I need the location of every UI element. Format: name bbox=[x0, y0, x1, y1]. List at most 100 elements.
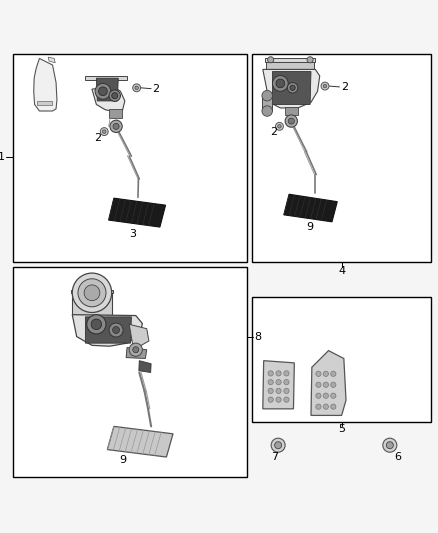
Circle shape bbox=[271, 438, 285, 452]
Polygon shape bbox=[311, 351, 346, 415]
Circle shape bbox=[288, 118, 294, 124]
Polygon shape bbox=[34, 59, 57, 111]
Circle shape bbox=[316, 404, 321, 409]
Polygon shape bbox=[265, 59, 315, 61]
Text: 8: 8 bbox=[254, 332, 261, 342]
Polygon shape bbox=[37, 101, 52, 106]
Circle shape bbox=[284, 397, 289, 402]
Circle shape bbox=[109, 90, 120, 101]
Polygon shape bbox=[72, 293, 112, 314]
Circle shape bbox=[102, 130, 106, 133]
Circle shape bbox=[113, 327, 120, 334]
Polygon shape bbox=[263, 69, 320, 108]
Text: 9: 9 bbox=[307, 222, 314, 232]
Circle shape bbox=[284, 379, 289, 385]
Polygon shape bbox=[85, 76, 127, 80]
Circle shape bbox=[284, 371, 289, 376]
Circle shape bbox=[323, 371, 328, 376]
Circle shape bbox=[331, 404, 336, 409]
Circle shape bbox=[276, 388, 281, 393]
Circle shape bbox=[262, 106, 272, 116]
Circle shape bbox=[331, 393, 336, 398]
Polygon shape bbox=[129, 324, 149, 350]
Circle shape bbox=[290, 85, 295, 91]
Text: 9: 9 bbox=[119, 455, 126, 465]
Circle shape bbox=[268, 397, 273, 402]
Text: 2: 2 bbox=[94, 133, 101, 143]
Polygon shape bbox=[314, 354, 343, 412]
Circle shape bbox=[316, 393, 321, 398]
Circle shape bbox=[285, 115, 297, 127]
Text: 5: 5 bbox=[338, 424, 345, 434]
Polygon shape bbox=[92, 87, 125, 114]
Circle shape bbox=[268, 371, 273, 376]
Polygon shape bbox=[262, 96, 272, 111]
Circle shape bbox=[323, 404, 328, 409]
Text: 7: 7 bbox=[271, 452, 278, 462]
Text: 2: 2 bbox=[152, 84, 159, 94]
Polygon shape bbox=[109, 109, 122, 118]
Polygon shape bbox=[96, 78, 118, 101]
Text: 6: 6 bbox=[394, 452, 401, 462]
Circle shape bbox=[84, 285, 100, 301]
Circle shape bbox=[129, 343, 142, 356]
Circle shape bbox=[135, 86, 138, 90]
Circle shape bbox=[268, 56, 274, 63]
Circle shape bbox=[99, 87, 107, 96]
Polygon shape bbox=[109, 198, 166, 227]
Circle shape bbox=[272, 76, 288, 91]
Bar bbox=[13, 266, 247, 477]
Polygon shape bbox=[107, 426, 173, 457]
Polygon shape bbox=[139, 361, 151, 373]
Circle shape bbox=[307, 56, 313, 63]
Circle shape bbox=[386, 442, 393, 449]
Circle shape bbox=[275, 442, 282, 449]
Circle shape bbox=[112, 93, 118, 99]
Circle shape bbox=[78, 279, 106, 307]
Circle shape bbox=[276, 123, 283, 130]
Polygon shape bbox=[284, 194, 337, 222]
Bar bbox=[252, 297, 431, 422]
Polygon shape bbox=[285, 107, 298, 115]
Circle shape bbox=[383, 438, 397, 452]
Circle shape bbox=[133, 84, 141, 92]
Circle shape bbox=[100, 128, 108, 135]
Circle shape bbox=[276, 371, 281, 376]
Polygon shape bbox=[266, 61, 314, 69]
Text: 2: 2 bbox=[270, 127, 277, 138]
Circle shape bbox=[331, 371, 336, 376]
Circle shape bbox=[110, 120, 122, 133]
Circle shape bbox=[276, 397, 281, 402]
Circle shape bbox=[278, 125, 281, 128]
Polygon shape bbox=[72, 314, 142, 346]
Circle shape bbox=[276, 79, 285, 88]
Circle shape bbox=[113, 123, 119, 130]
Circle shape bbox=[284, 388, 289, 393]
Circle shape bbox=[323, 84, 327, 88]
Polygon shape bbox=[266, 364, 291, 405]
Text: 3: 3 bbox=[129, 229, 136, 239]
Polygon shape bbox=[48, 57, 55, 63]
Circle shape bbox=[268, 388, 273, 393]
Bar bbox=[252, 54, 431, 262]
Polygon shape bbox=[71, 290, 113, 293]
Circle shape bbox=[323, 382, 328, 387]
Circle shape bbox=[276, 379, 281, 385]
Text: 2: 2 bbox=[341, 82, 348, 92]
Text: 4: 4 bbox=[338, 266, 345, 276]
Circle shape bbox=[133, 346, 139, 353]
Bar bbox=[13, 54, 247, 262]
Circle shape bbox=[95, 84, 111, 99]
Circle shape bbox=[331, 382, 336, 387]
Circle shape bbox=[72, 273, 112, 312]
Circle shape bbox=[323, 393, 328, 398]
Text: 1: 1 bbox=[0, 152, 5, 162]
Circle shape bbox=[316, 382, 321, 387]
Polygon shape bbox=[263, 361, 294, 409]
Polygon shape bbox=[272, 71, 311, 104]
Circle shape bbox=[262, 91, 272, 101]
Circle shape bbox=[91, 319, 102, 329]
Circle shape bbox=[87, 314, 106, 334]
Polygon shape bbox=[126, 348, 147, 359]
Circle shape bbox=[287, 83, 298, 93]
